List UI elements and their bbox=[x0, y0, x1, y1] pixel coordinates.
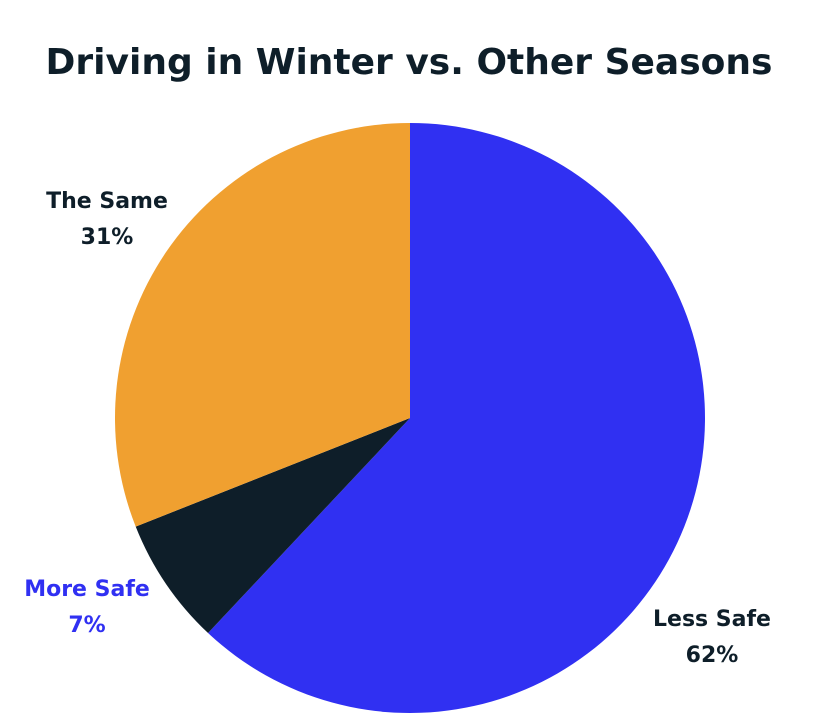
slice-value-label: 7% bbox=[68, 613, 105, 638]
slice-value-label: 62% bbox=[686, 643, 739, 668]
pie-slice bbox=[135, 418, 410, 634]
slice-label: The Same bbox=[46, 189, 168, 214]
slice-label: Less Safe bbox=[653, 607, 771, 632]
pie-slice bbox=[208, 123, 706, 713]
chart-title: Driving in Winter vs. Other Seasons bbox=[46, 42, 773, 83]
slice-value-label: 31% bbox=[81, 225, 134, 250]
slice-label: More Safe bbox=[24, 577, 150, 602]
pie-slice bbox=[114, 123, 410, 527]
